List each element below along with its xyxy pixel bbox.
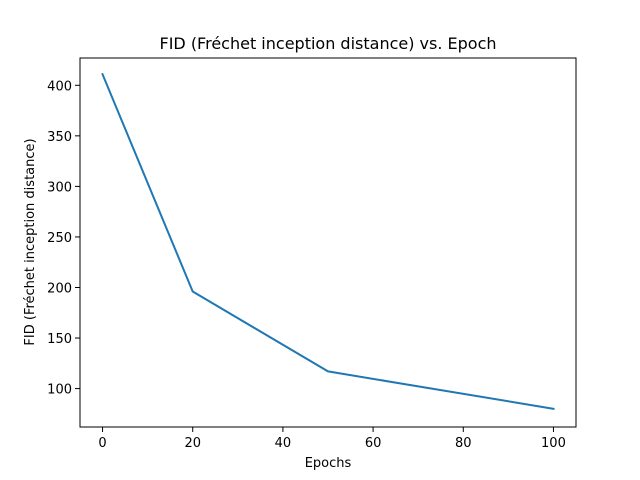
y-axis-label: FID (Fréchet inception distance) <box>23 138 38 345</box>
y-tick-label: 350 <box>47 130 72 145</box>
x-tick-label: 60 <box>365 436 382 451</box>
y-tick-label: 250 <box>47 231 72 246</box>
x-tick-label: 40 <box>275 436 292 451</box>
data-point <box>192 291 194 293</box>
chart-title: FID (Fréchet inception distance) vs. Epo… <box>159 34 496 53</box>
x-tick-label: 100 <box>541 436 566 451</box>
y-tick-label: 400 <box>47 79 72 94</box>
y-tick-label: 200 <box>47 281 72 296</box>
data-point <box>102 73 104 75</box>
data-point <box>552 408 554 410</box>
x-tick-label: 0 <box>98 436 106 451</box>
series-line <box>101 72 555 410</box>
y-tick-label: 150 <box>47 332 72 347</box>
axes-frame <box>79 57 577 428</box>
x-axis: 0 20 40 60 80 100 <box>98 427 566 451</box>
plot-area <box>101 72 555 410</box>
y-tick-label: 300 <box>47 180 72 195</box>
x-tick-label: 20 <box>184 436 201 451</box>
data-point <box>327 370 329 372</box>
y-tick-label: 100 <box>47 383 72 398</box>
y-axis: 100 150 200 250 300 350 400 <box>47 79 80 398</box>
x-tick-label: 80 <box>455 436 472 451</box>
x-axis-label: Epochs <box>305 456 352 471</box>
